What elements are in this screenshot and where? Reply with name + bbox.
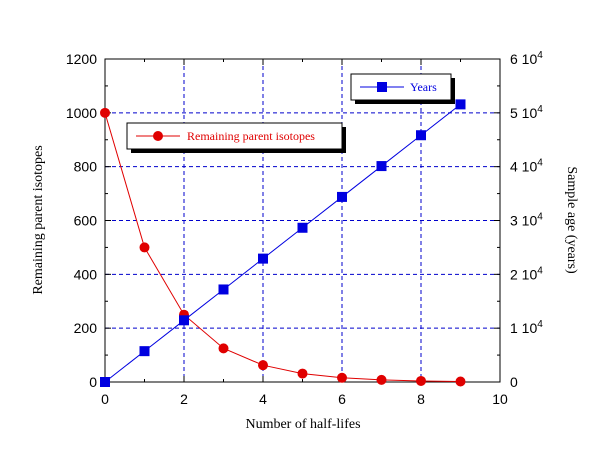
x-tick-label: 8 [417, 391, 425, 407]
data-point-years [258, 253, 268, 264]
y-left-tick-label: 800 [74, 159, 98, 175]
legend-isotopes-marker [153, 131, 163, 141]
data-point-years [416, 130, 426, 141]
y-right-tick-label: 3 104 [510, 212, 543, 229]
grid [105, 59, 500, 382]
y-right-tick-mantissa: 5 10 [510, 105, 537, 121]
data-point-isotopes [455, 376, 466, 387]
left-y-axis-title: Remaining parent isotopes [31, 145, 46, 294]
right-y-axis-title: Sample age (years) [564, 166, 579, 274]
x-axis-title: Number of half-lifes [245, 417, 360, 432]
y-right-tick-exponent: 4 [537, 212, 543, 223]
y-left-tick-label: 200 [74, 320, 98, 336]
x-tick-label: 6 [338, 391, 346, 407]
data-point-isotopes [337, 372, 347, 383]
data-point-isotopes [218, 343, 229, 354]
data-point-years [100, 377, 110, 387]
y-right-tick-exponent: 4 [537, 319, 543, 330]
legend-isotopes-label: Remaining parent isotopes [187, 129, 315, 143]
y-right-tick-label: 1 104 [510, 319, 543, 336]
series-line-years [104, 103, 461, 383]
data-point-isotopes [139, 242, 150, 253]
y-right-tick-exponent: 4 [537, 158, 543, 169]
y-right-tick-label: 5 104 [510, 104, 543, 121]
data-point-isotopes [100, 107, 110, 118]
legend-years: Years [350, 73, 455, 104]
data-point-isotopes [258, 360, 268, 371]
data-point-years [218, 284, 229, 295]
y-right-tick-mantissa: 1 10 [510, 320, 537, 336]
legend-years-marker [377, 82, 387, 92]
y-right-tick-label: 6 104 [510, 50, 543, 67]
data-point-isotopes [416, 375, 426, 386]
series-line-isotopes [104, 112, 461, 382]
y-right-tick-exponent: 4 [537, 50, 543, 61]
series [100, 99, 466, 387]
y-left-tick-label: 600 [74, 213, 98, 229]
data-point-isotopes [376, 374, 387, 385]
x-tick-label: 0 [101, 391, 109, 407]
data-point-years [297, 222, 308, 233]
y-right-tick-mantissa: 0 [510, 374, 518, 390]
y-right-tick-label: 4 104 [510, 158, 543, 175]
y-right-tick-mantissa: 3 10 [510, 213, 537, 229]
data-point-isotopes [297, 368, 308, 379]
data-point-years [337, 191, 347, 202]
x-tick-label: 4 [259, 391, 267, 407]
y-right-tick-label: 2 104 [510, 265, 543, 282]
y-right-tick-exponent: 4 [537, 104, 543, 115]
legend-years-label: Years [410, 80, 437, 94]
x-tick-label: 2 [180, 391, 188, 407]
y-left-tick-label: 0 [89, 374, 97, 390]
x-tick-label: 10 [492, 391, 508, 407]
y-left-tick-label: 1200 [66, 51, 97, 67]
legend-isotopes: Remaining parent isotopes [126, 122, 346, 153]
data-point-years [139, 346, 150, 357]
y-left-tick-label: 400 [74, 266, 98, 282]
data-point-years [376, 161, 387, 172]
y-right-tick-exponent: 4 [537, 265, 543, 276]
y-right-tick-label: 0 [510, 374, 518, 390]
y-right-tick-mantissa: 6 10 [510, 51, 537, 67]
y-right-tick-mantissa: 4 10 [510, 159, 537, 175]
data-point-years [179, 315, 189, 326]
data-point-years [455, 99, 466, 110]
y-right-tick-mantissa: 2 10 [510, 266, 537, 282]
y-left-tick-label: 1000 [66, 105, 97, 121]
